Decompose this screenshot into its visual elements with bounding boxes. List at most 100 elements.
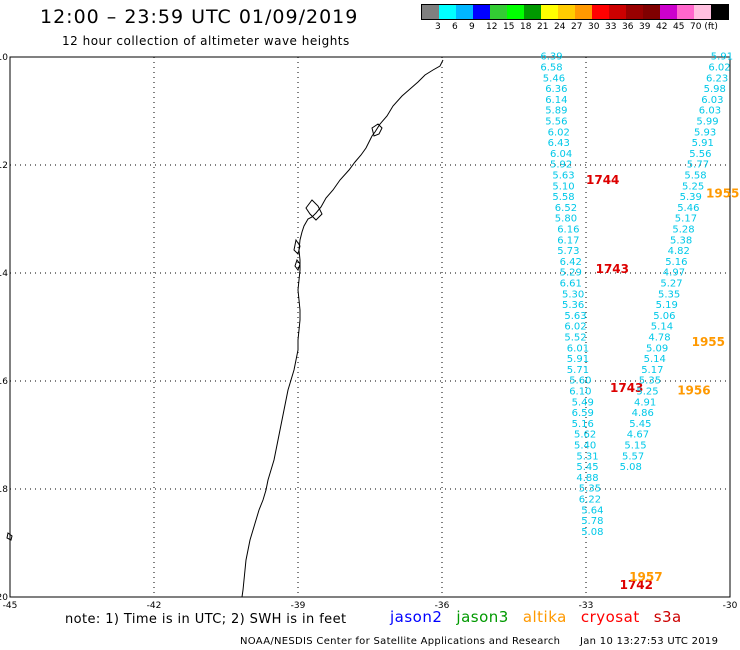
swh-value-label: 5.17: [675, 214, 697, 225]
swh-value-label: 5.15: [624, 441, 646, 452]
swh-value-label: 5.63: [564, 311, 586, 322]
legend-label: 42: [656, 22, 668, 32]
island-speck: [6, 532, 13, 541]
swh-value-label: 6.02: [708, 63, 730, 74]
legend-swatch: [643, 5, 660, 19]
swh-value-label: 5.17: [641, 365, 663, 376]
legend-label: 24: [554, 22, 566, 32]
satellite-legend: jason2 jason3 altika cryosat s3a: [390, 608, 696, 626]
legend-labels: 3 6 9 12 15 18 21 24 27 30 33 36 39 42 45 70 (ft): [421, 20, 740, 34]
swh-value-label: 5.78: [581, 516, 603, 527]
legend-label: 30: [588, 22, 600, 32]
swh-value-label: 6.03: [701, 95, 723, 106]
swh-value-label: 6.36: [545, 84, 567, 95]
swh-value-label: 4.88: [576, 473, 598, 484]
lon-labels: -45 -42 -39 -36 -33 -30: [3, 601, 738, 611]
swh-value-label: 5.09: [646, 343, 668, 354]
swh-value-label: 5.63: [552, 171, 574, 182]
swh-value-label: 4.86: [632, 408, 654, 419]
color-legend: 3 6 9 12 15 18 21 24 27 30 33 36 39 42 45 70 (ft): [421, 4, 740, 34]
swh-value-label: 5.36: [562, 300, 584, 311]
lon-tick-label: -42: [147, 601, 162, 611]
swh-value-label: 5.46: [543, 73, 565, 84]
legend-label: 6: [452, 22, 458, 32]
legend-swatch: [694, 5, 711, 19]
legend-swatch: [558, 5, 575, 19]
legend-label: 70 (ft): [690, 22, 718, 32]
swh-value-label: 6.02: [548, 127, 570, 138]
swh-value-label: 6.16: [557, 225, 579, 236]
swh-value-label: 6.22: [579, 495, 601, 506]
altika-time-label: 1955: [692, 335, 725, 349]
legend-swatch: [575, 5, 592, 19]
legend-swatch: [677, 5, 694, 19]
altika-time-label: 1957: [629, 570, 662, 584]
legend-swatch: [473, 5, 490, 19]
swh-value-label: 6.01: [567, 343, 589, 354]
swh-value-label: 5.60: [569, 376, 591, 387]
altika-time-label: 1956: [677, 384, 710, 398]
swh-value-label: 5.62: [574, 430, 596, 441]
legend-swatch: [711, 5, 728, 19]
swh-value-label: 5.14: [644, 354, 666, 365]
swh-value-label: 5.73: [557, 246, 579, 257]
satellite-altika-label: altika: [522, 608, 567, 626]
cryosat-time-label: 1743: [610, 381, 643, 395]
footer-credit: NOAA/NESDIS Center for Satellite Applica…: [240, 636, 561, 647]
swh-value-label: 5.10: [552, 181, 574, 192]
swh-value-label: 5.80: [555, 214, 577, 225]
altimeter-tracks: 1744 1743 1743 1742 1955 1955 1956 1957 6.396.58…: [540, 52, 739, 592]
legend-swatch: [439, 5, 456, 19]
legend-label: 18: [520, 22, 532, 32]
legend-swatch: [490, 5, 507, 19]
swh-value-label: 5.16: [665, 257, 687, 268]
legend-swatch: [660, 5, 677, 19]
lat-tick-label: -18: [0, 485, 8, 495]
swh-value-label: 5.71: [567, 365, 589, 376]
swh-value-label: 5.64: [581, 505, 603, 516]
legend-swatch: [609, 5, 626, 19]
legend-swatches: [421, 4, 729, 20]
legend-label: 45: [673, 22, 685, 32]
swh-value-label: 5.38: [670, 235, 692, 246]
legend-swatch: [626, 5, 643, 19]
swh-value-label: 5.25: [636, 387, 658, 398]
swh-value-label: 5.30: [562, 289, 584, 300]
swh-value-label: 6.23: [706, 73, 728, 84]
footer-timestamp: Jan 10 13:27:53 UTC 2019: [580, 636, 719, 647]
swh-value-label: 4.91: [634, 397, 656, 408]
satellite-s3a-label: s3a: [653, 608, 682, 626]
legend-swatch: [524, 5, 541, 19]
swh-value-label: 5.93: [694, 127, 716, 138]
swh-value-label: 5.92: [550, 160, 572, 171]
cryosat-time-label: 1743: [596, 262, 629, 276]
swh-value-label: 5.40: [574, 441, 596, 452]
swh-value-label: 5.28: [672, 225, 694, 236]
legend-label: 12: [486, 22, 498, 32]
swh-value-label: 5.91: [692, 138, 714, 149]
legend-swatch: [507, 5, 524, 19]
swh-value-label: 5.98: [704, 84, 726, 95]
map-title: 12:00 – 23:59 UTC 01/09/2019: [40, 6, 359, 28]
swh-value-label: 6.39: [540, 52, 562, 63]
legend-label: 15: [503, 22, 515, 32]
swh-value-label: 5.14: [651, 322, 673, 333]
swh-value-label: 4.82: [668, 246, 690, 257]
swh-value-label: 5.08: [581, 527, 603, 538]
swh-value-label: 5.58: [552, 192, 574, 203]
lon-tick-label: -45: [3, 601, 18, 611]
satellite-jason2-label: jason2: [390, 608, 443, 626]
swh-value-label: 5.39: [680, 192, 702, 203]
legend-swatch: [541, 5, 558, 19]
swh-value-label: 5.99: [696, 117, 718, 128]
swh-value-label: 6.58: [540, 63, 562, 74]
map-subtitle: 12 hour collection of altimeter wave hei…: [62, 34, 350, 48]
legend-label: 33: [605, 22, 617, 32]
altika-time-label: 1955: [706, 186, 739, 200]
map-frame: [9, 56, 731, 598]
lon-tick-label: -36: [435, 601, 450, 611]
swh-value-label: 5.27: [660, 279, 682, 290]
lon-tick-label: -33: [579, 601, 594, 611]
swh-value-label: 6.42: [560, 257, 582, 268]
